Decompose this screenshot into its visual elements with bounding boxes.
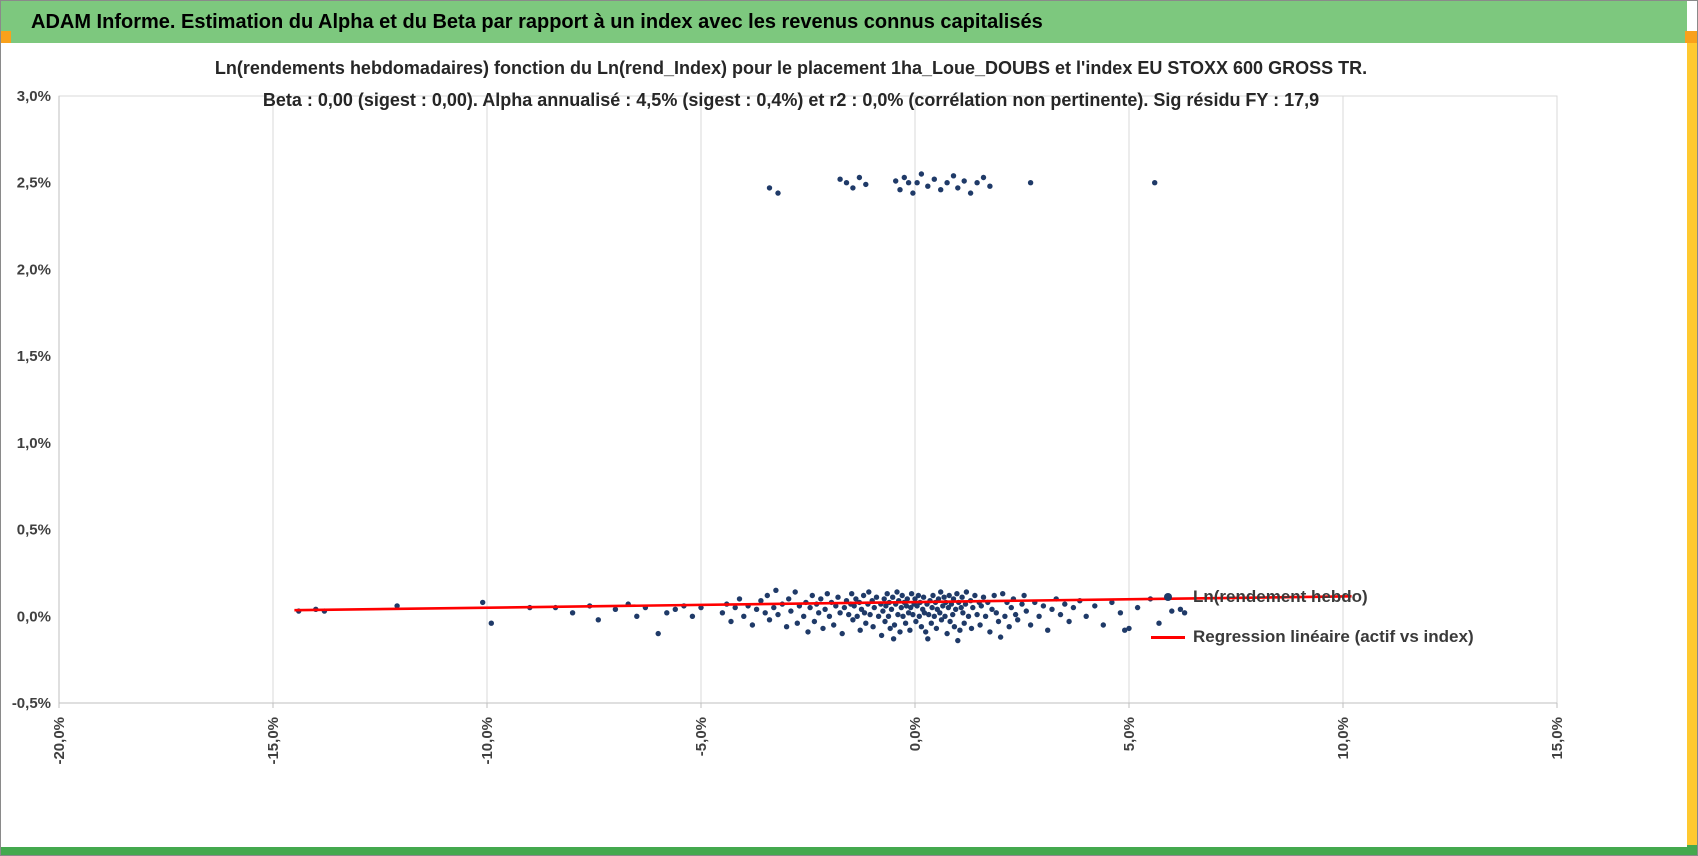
svg-text:-5,0%: -5,0% bbox=[693, 717, 710, 756]
header-title: ADAM Informe. Estimation du Alpha et du … bbox=[31, 10, 1043, 33]
accent-square-left-icon bbox=[1, 31, 11, 43]
legend-item-scatter[interactable]: Ln(rendement hebdo) bbox=[1151, 587, 1474, 607]
y-axis-tick-labels: 3,0% 2,5% 2,0% 1,5% 1,0% 0,5% 0,0% -0,5% bbox=[12, 88, 51, 712]
legend-label-scatter: Ln(rendement hebdo) bbox=[1193, 587, 1368, 606]
chart-canvas[interactable]: -20,0% -15,0% -10,0% -5,0% 0,0% 5,0% 10,0% 15,0… bbox=[1, 43, 1687, 847]
svg-text:2,5%: 2,5% bbox=[17, 175, 51, 192]
accent-strip-bottom bbox=[1, 845, 1697, 855]
svg-text:-20,0%: -20,0% bbox=[51, 717, 68, 765]
chart-legend: Ln(rendement hebdo) Regression linéaire … bbox=[1151, 587, 1474, 667]
svg-text:-15,0%: -15,0% bbox=[265, 717, 282, 765]
legend-marker-points bbox=[1164, 593, 1172, 601]
svg-text:3,0%: 3,0% bbox=[17, 88, 51, 105]
svg-text:1,5%: 1,5% bbox=[17, 348, 51, 365]
svg-text:-10,0%: -10,0% bbox=[479, 717, 496, 765]
svg-text:15,0%: 15,0% bbox=[1549, 717, 1566, 760]
svg-text:-0,5%: -0,5% bbox=[12, 695, 51, 712]
legend-marker-line bbox=[1151, 635, 1185, 639]
app-header: ADAM Informe. Estimation du Alpha et du … bbox=[1, 1, 1687, 43]
svg-text:0,5%: 0,5% bbox=[17, 522, 51, 539]
svg-text:5,0%: 5,0% bbox=[1121, 717, 1138, 751]
svg-text:0,0%: 0,0% bbox=[17, 608, 51, 625]
accent-square-right-icon bbox=[1685, 31, 1697, 43]
scatter-series bbox=[296, 171, 1188, 644]
legend-label-regression: Regression linéaire (actif vs index) bbox=[1193, 627, 1474, 646]
svg-text:0,0%: 0,0% bbox=[907, 717, 924, 751]
regression-line bbox=[294, 595, 1352, 612]
accent-strip-right bbox=[1685, 43, 1697, 847]
legend-marker-box bbox=[1151, 593, 1185, 601]
chart-area[interactable]: -20,0% -15,0% -10,0% -5,0% 0,0% 5,0% 10,0% 15,0… bbox=[1, 43, 1687, 847]
chart-subtitle: Beta : 0,00 (sigest : 0,00). Alpha annua… bbox=[262, 90, 1320, 110]
svg-text:10,0%: 10,0% bbox=[1335, 717, 1352, 760]
legend-item-regression[interactable]: Regression linéaire (actif vs index) bbox=[1151, 627, 1474, 647]
x-axis-tick-labels: -20,0% -15,0% -10,0% -5,0% 0,0% 5,0% 10,0% 15,0… bbox=[51, 717, 1566, 765]
chart-title: Ln(rendements hebdomadaires) fonction du… bbox=[214, 58, 1368, 78]
svg-text:2,0%: 2,0% bbox=[17, 261, 51, 278]
svg-text:1,0%: 1,0% bbox=[17, 435, 51, 452]
legend-marker-box bbox=[1151, 635, 1185, 639]
